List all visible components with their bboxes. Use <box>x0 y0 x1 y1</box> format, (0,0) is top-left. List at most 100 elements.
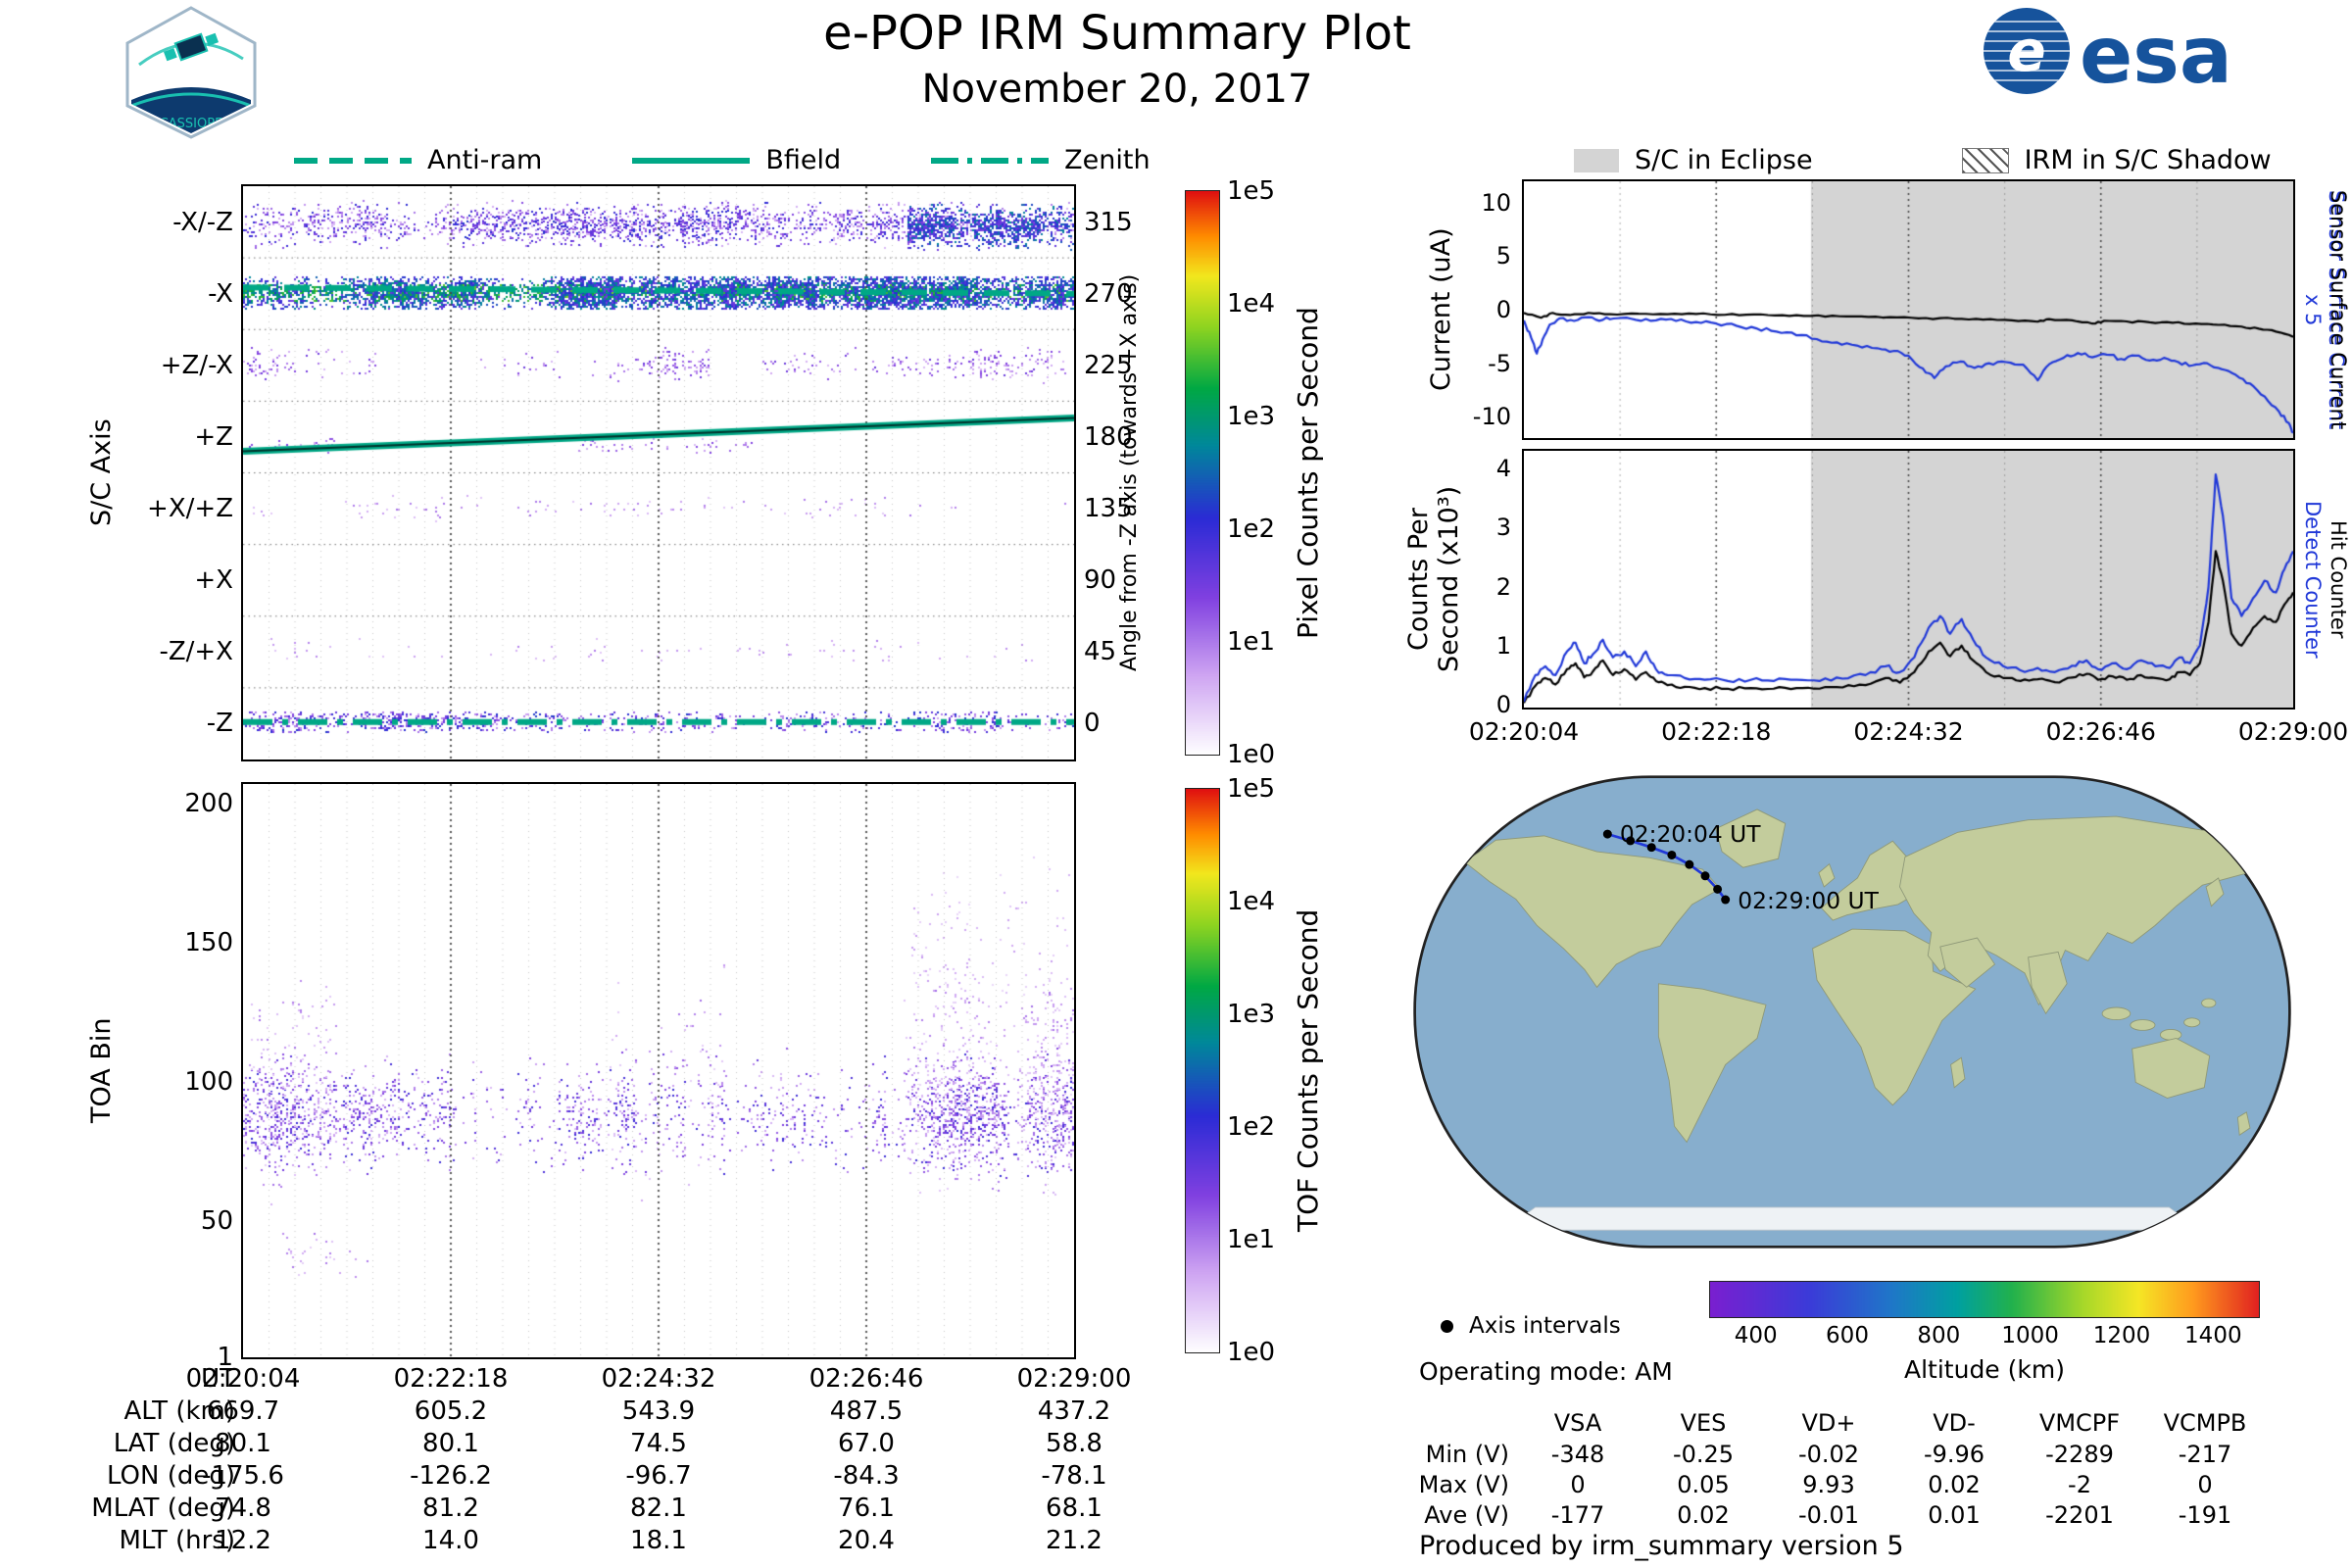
voltage-column-header: VSA <box>1553 1409 1602 1437</box>
esa-ball-e: e <box>2007 18 2045 84</box>
ephemeris-value: 68.1 <box>1046 1494 1102 1523</box>
ephemeris-value: 487.5 <box>829 1396 904 1426</box>
altitude-colorbar-label: Altitude (km) <box>1904 1355 2065 1384</box>
world-map: 02:20:04 UT 02:29:00 UT <box>1413 775 2291 1249</box>
sc-axis-ylabel: S/C Axis <box>86 418 117 527</box>
operating-mode: Operating mode: AM <box>1419 1357 1673 1386</box>
indonesia-4 <box>2183 1017 2201 1028</box>
toa-tick-label: 100 <box>184 1066 233 1097</box>
pixel-colorbar-tick-label: 1e0 <box>1227 740 1276 769</box>
current-ytick-label: 0 <box>1495 296 1511 323</box>
current-plot <box>1524 181 2293 438</box>
counts-ytick-label: 3 <box>1495 514 1511 542</box>
angle-tick-label: 180 <box>1084 421 1133 452</box>
shadow-swatch <box>1961 147 2009 173</box>
pixel-colorbar-tick-label: 1e5 <box>1227 176 1276 206</box>
arabia <box>1939 937 1996 988</box>
voltage-value: -0.25 <box>1672 1441 1735 1468</box>
voltage-value: 0.02 <box>1928 1471 1981 1498</box>
voltage-column-header: VES <box>1680 1409 1727 1437</box>
track-point-dot <box>1700 871 1710 881</box>
ephemeris-value: 12.2 <box>215 1526 271 1555</box>
shadow-label: IRM in S/C Shadow <box>2024 145 2272 175</box>
counts-blue-right-label: Detect Counter <box>2301 500 2325 659</box>
ephemeris-value: 02:20:04 <box>185 1364 301 1394</box>
voltage-row-label: Min (V) <box>1425 1441 1509 1468</box>
angle-tick-label: 0 <box>1084 709 1101 739</box>
eclipse-swatch <box>1574 148 1619 172</box>
altitude-tick-label: 600 <box>1826 1323 1869 1348</box>
voltage-value: -177 <box>1550 1501 1605 1529</box>
sc-axis-tick-label: -Z/+X <box>159 637 233 667</box>
voltage-column-header: VD+ <box>1801 1409 1856 1437</box>
ephemeris-value: 14.0 <box>422 1526 479 1555</box>
current-blue-right-label: Sensor Surface Current x 5 <box>2301 189 2348 430</box>
current-ytick-label: -5 <box>1488 349 1511 377</box>
pixel-colorbar-tick-label: 1e4 <box>1227 289 1276 318</box>
pixel-colorbar-tick-label: 1e3 <box>1227 402 1276 431</box>
track-end-label: 02:29:00 UT <box>1738 887 1879 914</box>
ephemeris-row-label: LAT (deg) <box>113 1429 235 1458</box>
ephemeris-value: 80.1 <box>215 1429 271 1458</box>
ephemeris-value: 605.2 <box>414 1396 488 1426</box>
voltage-column-header: VD- <box>1933 1409 1976 1437</box>
eclipse-legend: S/C in Eclipse IRM in S/C Shadow <box>1574 145 2272 175</box>
page-date: November 20, 2017 <box>921 67 1313 112</box>
zenith-line-sample <box>931 157 1050 164</box>
time-tick-label: 02:29:00 <box>2237 717 2349 746</box>
counts-ytick-label: 4 <box>1495 455 1511 483</box>
voltage-value: -217 <box>2178 1441 2232 1468</box>
angle-tick-label: 315 <box>1084 207 1133 237</box>
altitude-colorbar <box>1710 1282 2259 1317</box>
ephemeris-value: 74.5 <box>630 1429 687 1458</box>
toa-tick-label: 200 <box>184 788 233 818</box>
track-point-dot <box>1685 859 1694 869</box>
ephemeris-row-label: MLAT (deg) <box>91 1494 235 1523</box>
voltage-value: 0.05 <box>1677 1471 1730 1498</box>
british-isles <box>1818 862 1836 888</box>
altitude-tick-label: 400 <box>1734 1323 1778 1348</box>
axis-intervals-legend: Axis intervals <box>1441 1313 1621 1339</box>
track-point-dot <box>1713 884 1723 894</box>
voltage-value: -0.01 <box>1797 1501 1860 1529</box>
counts-ytick-label: 2 <box>1495 572 1511 601</box>
anti-ram-label: Anti-ram <box>427 145 543 175</box>
greenland <box>1715 808 1787 868</box>
counts-ytick-label: 0 <box>1495 690 1511 718</box>
voltage-value: -2201 <box>2045 1501 2114 1529</box>
south-america <box>1657 983 1767 1144</box>
counts-ylabel: Counts Per Second (x10³) <box>1403 485 1464 673</box>
ephemeris-value: 76.1 <box>838 1494 895 1523</box>
toa-ylabel: TOA Bin <box>86 1017 117 1124</box>
toa-tick-label: 150 <box>184 927 233 957</box>
ephemeris-value: 18.1 <box>630 1526 687 1555</box>
current-ytick-label: 10 <box>1481 188 1511 217</box>
ephemeris-value: 80.1 <box>422 1429 479 1458</box>
track-point-dot <box>1721 895 1731 905</box>
tof-colorbar-tick-label: 1e4 <box>1227 887 1276 916</box>
time-tick-label: 02:24:32 <box>1853 717 1964 746</box>
direction-legend: Anti-ram Bfield Zenith <box>294 145 1151 175</box>
voltage-value: 0 <box>1570 1471 1586 1498</box>
sc-axis-tick-label: -Z <box>206 709 233 739</box>
ephemeris-value: 58.8 <box>1046 1429 1102 1458</box>
altitude-tick-label: 1200 <box>2092 1323 2151 1348</box>
cassiope-artwork: CASSIOPE <box>131 12 251 133</box>
voltage-value: -348 <box>1550 1441 1605 1468</box>
ephemeris-value: 543.9 <box>621 1396 696 1426</box>
bfield-line-sample <box>632 157 751 164</box>
esa-ball-stripes <box>1984 21 2070 81</box>
voltage-value: 9.93 <box>1802 1471 1855 1498</box>
esa-logo: e esa <box>1984 8 2232 101</box>
continents <box>1464 808 2256 1231</box>
tof-colorbar-tick-label: 1e3 <box>1227 1000 1276 1029</box>
angle-tick-label: 90 <box>1084 565 1117 596</box>
current-black-right-label: Sensor Surface Current <box>2327 189 2350 430</box>
sc-axis-spectrogram <box>243 186 1074 760</box>
angle-axis-label: Angle from -Z axis (towards +X axis) <box>1117 273 1142 672</box>
sc-axis-tick-label: +Z/-X <box>160 350 233 380</box>
ephemeris-value: 02:22:18 <box>393 1364 509 1394</box>
ephemeris-value: 02:26:46 <box>808 1364 924 1394</box>
toa-spectrogram <box>243 784 1074 1357</box>
ephemeris-row-label: ALT (km) <box>123 1396 235 1426</box>
